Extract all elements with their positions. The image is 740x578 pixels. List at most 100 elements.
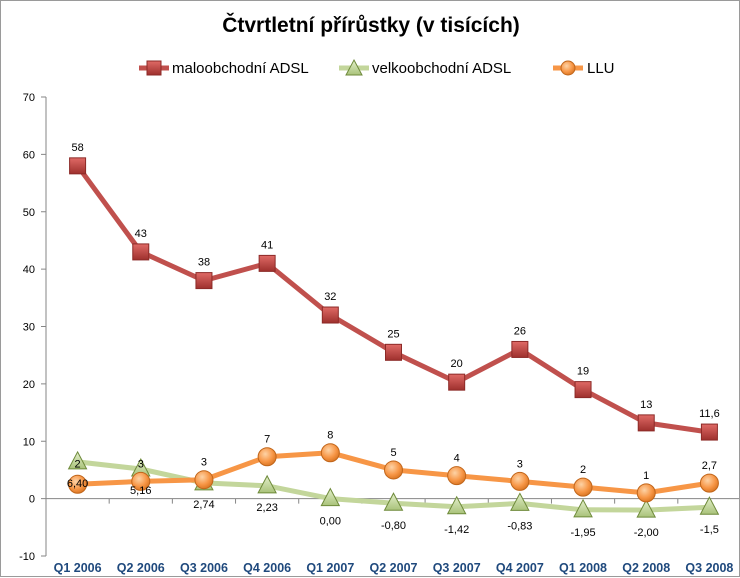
data-point-circle <box>194 470 214 490</box>
x-tick-label: Q1 2008 <box>559 561 607 575</box>
data-label-velkoobchodni-adsl: 2,23 <box>256 502 277 514</box>
x-tick-label: Q2 2008 <box>622 561 670 575</box>
data-label-llu: 4 <box>454 453 460 465</box>
data-label-llu: 1 <box>643 470 649 482</box>
y-tick-label: 20 <box>23 379 35 391</box>
legend-item-maloobchodni-adsl: maloobchodní ADSL <box>139 60 309 77</box>
x-tick-label: Q3 2007 <box>433 561 481 575</box>
data-label-llu: 7 <box>264 434 270 446</box>
data-label-velkoobchodni-adsl: -2,00 <box>634 527 659 539</box>
series-maloobchodni-adsl <box>69 157 718 441</box>
data-label-velkoobchodni-adsl: -0,83 <box>507 520 532 532</box>
x-tick-label: Q1 2006 <box>54 561 102 575</box>
data-point-circle <box>320 443 340 463</box>
data-point-circle <box>384 460 403 480</box>
data-label-velkoobchodni-adsl: -0,80 <box>381 520 406 532</box>
legend-circle-marker <box>560 60 576 76</box>
data-label-maloobchodni-adsl: 26 <box>514 325 526 337</box>
data-label-maloobchodni-adsl: 41 <box>261 239 273 251</box>
data-point-circle <box>257 447 277 467</box>
y-tick-label: 10 <box>23 436 35 448</box>
data-point-square <box>69 157 87 175</box>
data-point-square <box>385 343 402 361</box>
data-point-circle <box>699 473 719 493</box>
x-tick-label: Q4 2007 <box>496 561 544 575</box>
data-point-triangle <box>67 450 88 470</box>
y-tick-label: 0 <box>29 494 35 506</box>
data-point-square <box>574 381 592 399</box>
legend-item-llu: LLU <box>553 60 615 77</box>
data-point-square <box>195 272 213 290</box>
data-label-llu: 3 <box>201 457 207 469</box>
legend-triangle-marker <box>345 58 363 76</box>
y-tick-label: 30 <box>23 322 35 334</box>
legend: maloobchodní ADSL velkoobchodní ADSL LLU <box>139 58 615 77</box>
data-label-maloobchodni-adsl: 20 <box>451 358 463 370</box>
data-point-square <box>637 414 655 432</box>
axes: -10 0 10 20 30 40 50 60 70 Q1 2006 Q2 2006 Q3 2006 Q… <box>19 92 739 575</box>
x-tick-label: Q1 2007 <box>306 561 354 575</box>
data-point-square <box>448 373 466 391</box>
data-label-velkoobchodni-adsl: -1,5 <box>700 524 719 536</box>
data-label-velkoobchodni-adsl: 6,40 <box>67 478 88 490</box>
data-point-triangle <box>257 474 277 494</box>
y-tick-label: 50 <box>23 207 35 219</box>
series-line-maloobchodni-adsl <box>75 163 712 435</box>
data-point-circle <box>447 466 467 486</box>
data-point-triangle <box>320 487 341 507</box>
x-tick-label: Q4 2006 <box>243 561 291 575</box>
legend-label-llu: LLU <box>587 60 615 77</box>
data-label-llu: 2 <box>580 464 586 476</box>
data-point-square <box>258 254 276 272</box>
y-tick-label: 60 <box>23 149 35 161</box>
legend-label-velkoobchodni-adsl: velkoobchodní ADSL <box>372 60 511 77</box>
data-label-maloobchodni-adsl: 13 <box>640 399 652 411</box>
data-label-maloobchodni-adsl: 11,6 <box>699 408 720 420</box>
data-label-maloobchodni-adsl: 43 <box>135 228 147 240</box>
data-point-square <box>321 306 339 324</box>
series-layer <box>67 157 720 518</box>
data-labels-layer: 6,405,162,74 2,230,00 -0,80 -1,42 -0,83-1,95… <box>67 142 720 539</box>
x-tick-label: Q3 2006 <box>180 561 228 575</box>
y-tick-label: -10 <box>19 551 35 563</box>
data-label-velkoobchodni-adsl: 5,16 <box>130 485 151 497</box>
x-tick-label: Q2 2006 <box>117 561 165 575</box>
data-label-llu: 2 <box>75 458 81 470</box>
data-point-triangle <box>383 492 404 511</box>
data-label-llu: 2,7 <box>702 460 717 472</box>
data-point-circle <box>68 474 88 494</box>
y-tick-label: 40 <box>23 264 35 276</box>
data-point-square <box>511 340 529 358</box>
x-tick-label: Q2 2007 <box>370 561 418 575</box>
data-label-maloobchodni-adsl: 32 <box>324 291 336 303</box>
legend-label-maloobchodni-adsl: maloobchodní ADSL <box>172 60 309 77</box>
legend-item-velkoobchodni-adsl: velkoobchodní ADSL <box>339 58 511 77</box>
data-point-triangle <box>636 499 657 518</box>
data-label-maloobchodni-adsl: 25 <box>387 328 399 340</box>
data-point-circle <box>131 471 151 491</box>
data-point-circle <box>636 483 656 503</box>
data-label-velkoobchodni-adsl: 2,74 <box>193 499 214 511</box>
chart-title: Čtvrtletní přírůstky (v tisících) <box>222 13 520 37</box>
data-point-triangle <box>446 495 467 515</box>
y-tick-label: 70 <box>23 92 35 104</box>
data-point-circle <box>573 477 593 497</box>
data-point-circle <box>510 471 530 491</box>
data-point-square <box>132 243 150 261</box>
data-label-velkoobchodni-adsl: -1,95 <box>571 527 596 539</box>
x-tick-label: Q3 2008 <box>685 561 733 575</box>
data-point-square <box>700 423 718 441</box>
data-point-triangle <box>573 498 593 518</box>
data-label-llu: 3 <box>517 458 523 470</box>
legend-square-marker <box>146 60 162 76</box>
data-point-triangle <box>510 492 530 511</box>
data-label-velkoobchodni-adsl: 0,00 <box>320 516 341 528</box>
data-label-maloobchodni-adsl: 38 <box>198 257 210 269</box>
data-label-llu: 8 <box>327 430 333 442</box>
data-label-maloobchodni-adsl: 58 <box>71 142 83 154</box>
data-label-maloobchodni-adsl: 19 <box>577 366 589 378</box>
data-label-llu: 5 <box>390 447 396 459</box>
data-point-triangle <box>699 496 720 515</box>
